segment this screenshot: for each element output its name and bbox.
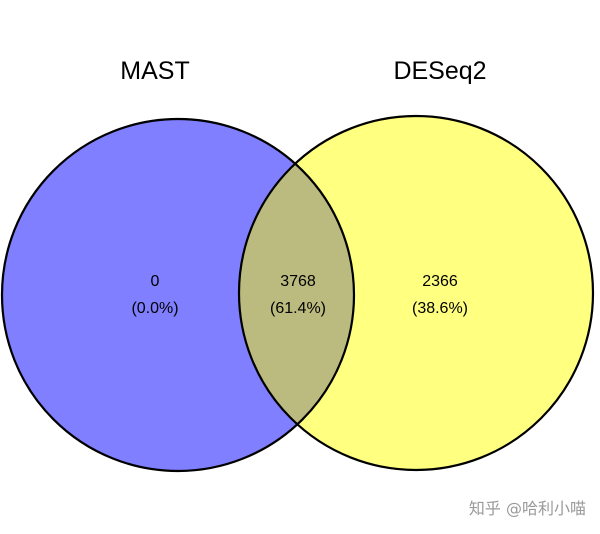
region-both-percent: (61.4%) xyxy=(270,300,326,317)
mast-circle-outline xyxy=(0,117,356,473)
overlap-region xyxy=(239,119,354,470)
watermark-text: 知乎 @哈利小喵 xyxy=(469,499,586,518)
region-both-count: 3768 xyxy=(280,273,316,290)
deseq2-circle-outline xyxy=(237,114,595,472)
region-mast-only-percent: (0.0%) xyxy=(131,300,178,317)
set-title-mast: MAST xyxy=(120,57,189,85)
region-mast-only-count: 0 xyxy=(151,273,160,290)
region-deseq2-only-percent: (38.6%) xyxy=(412,300,468,317)
region-deseq2-only-count: 2366 xyxy=(422,273,458,290)
set-title-deseq2: DESeq2 xyxy=(393,57,486,85)
